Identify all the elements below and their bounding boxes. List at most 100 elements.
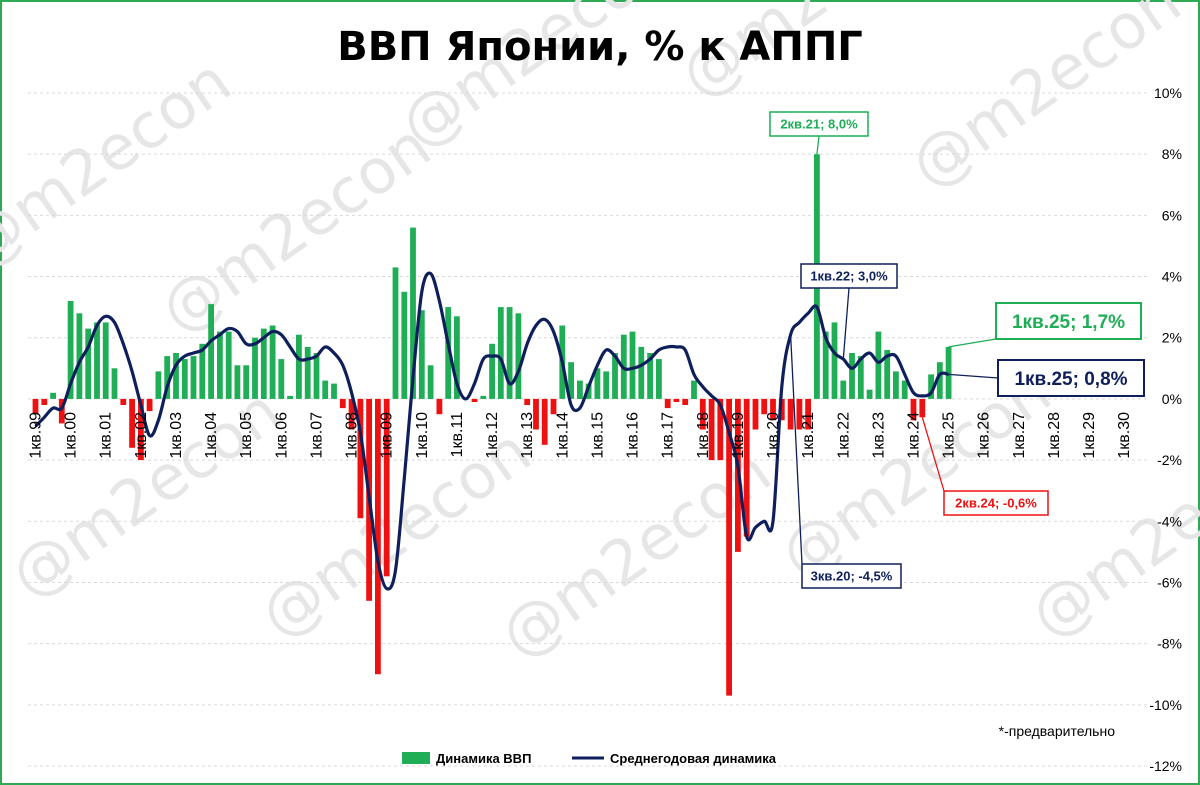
gdp-bar: [752, 398, 759, 430]
x-tick-label: 1кв.11: [449, 412, 466, 458]
x-tick-label: 1кв.10: [414, 412, 431, 459]
x-tick-label: 1кв.18: [695, 412, 712, 459]
gdp-bar: [541, 398, 548, 445]
x-tick-label: 1кв.02: [133, 412, 150, 459]
gdp-bar: [849, 353, 855, 399]
gdp-bar: [910, 398, 917, 421]
y-tick-label: -8%: [1157, 636, 1182, 652]
gdp-bar: [339, 398, 346, 409]
gdp-bar: [612, 353, 618, 399]
gdp-bar: [32, 398, 39, 415]
annotation-label: 2кв.21; 8,0%: [780, 117, 858, 132]
gdp-bar: [840, 380, 847, 399]
x-tick-label: 1кв.13: [519, 412, 536, 459]
gdp-bar: [691, 380, 697, 399]
annotation-box: [997, 359, 1145, 397]
watermark-text: @m2econ: [1017, 414, 1200, 652]
gdp-bar: [506, 307, 513, 399]
x-tick-label: 1кв.19: [730, 412, 747, 459]
x-tick-label: 1кв.15: [589, 412, 606, 459]
watermark-text: @m2econ: [147, 109, 444, 347]
gdp-bar: [866, 389, 873, 399]
gdp-bar: [436, 398, 443, 415]
gdp-bar: [252, 337, 258, 399]
gdp-bar: [603, 371, 610, 399]
x-tick-label: 1кв.21: [800, 412, 817, 459]
gdp-bar: [699, 398, 706, 430]
annotation-leader: [948, 373, 999, 379]
axis-layer: 10% 8% 6% 4% 2% 0% -2% -4% -6% -8% -10% -12% 1кв.99 1…: [28, 85, 1183, 774]
y-tick-label: -2%: [1157, 452, 1182, 468]
annotation-box: [995, 302, 1142, 340]
x-tick-label: 1кв.03: [168, 412, 185, 459]
gdp-bar: [181, 359, 188, 399]
annotation-leader: [816, 135, 820, 155]
x-tick-label: 1кв.30: [1116, 412, 1133, 459]
y-tick-label: -4%: [1157, 513, 1182, 529]
annotation-box: [769, 111, 869, 137]
x-tick-label: 1кв.09: [379, 412, 396, 459]
gdp-bar: [296, 334, 302, 399]
gdp-bar: [58, 398, 65, 424]
gdp-bar: [199, 343, 206, 399]
gdp-bar: [234, 365, 241, 399]
gdp-bar: [146, 398, 153, 412]
gdp-bar: [208, 304, 214, 399]
gdp-bar: [875, 331, 882, 399]
gdp-bar: [884, 350, 891, 399]
gdp-bar: [269, 325, 276, 399]
y-tick-label: 8%: [1162, 146, 1182, 162]
y-tick-label: -6%: [1157, 574, 1182, 590]
gdp-bar: [85, 328, 92, 399]
gdp-bar: [787, 398, 794, 430]
gdp-bar: [454, 316, 460, 399]
gdp-bar: [743, 398, 750, 537]
annotation-box: [943, 490, 1049, 516]
x-tick-label: 1кв.06: [273, 412, 290, 459]
gdp-bar: [111, 368, 118, 399]
watermark-text: @m2econ: [897, 0, 1194, 202]
gdp-bar: [383, 398, 390, 577]
y-tick-label: -12%: [1149, 758, 1182, 774]
x-tick-label: 1кв.12: [484, 412, 501, 459]
x-tick-label: 1кв.08: [344, 412, 361, 459]
avg-gdp-line: [34, 271, 949, 591]
gdp-bar: [857, 356, 864, 399]
x-tick-label: 1кв.25: [941, 412, 958, 459]
x-tick-label: 1кв.20: [765, 412, 782, 459]
gdp-bar: [664, 398, 671, 409]
annotation-box: [800, 263, 898, 289]
gdp-bar: [94, 322, 100, 399]
gdp-bar: [629, 331, 636, 399]
chart-title: ВВП Японии, % к АППГ: [337, 24, 863, 70]
annotation-label: 1кв.22; 3,0%: [810, 269, 888, 284]
gdp-bar: [805, 398, 811, 430]
legend-bars-swatch: [402, 752, 430, 764]
y-tick-label: 4%: [1162, 269, 1182, 285]
x-tick-label: 1кв.00: [63, 412, 80, 459]
x-tick-label: 1кв.99: [28, 412, 45, 459]
gdp-bar: [919, 398, 926, 418]
gdp-bar: [717, 398, 724, 461]
y-tick-label: -10%: [1149, 697, 1182, 713]
gdp-bar: [322, 380, 329, 399]
gdp-bar: [418, 310, 425, 399]
x-tick-label: 1кв.27: [1011, 412, 1028, 459]
gdp-bar: [375, 398, 381, 675]
preliminary-note: *-предварительно: [999, 723, 1116, 739]
x-tick-label: 1кв.07: [308, 412, 325, 459]
gdp-bar: [822, 331, 829, 399]
annotations-layer: 2кв.21; 8,0% 1кв.22; 3,0% 1кв.25; 1,7% 1кв.…: [769, 111, 1145, 589]
gdp-bar: [155, 371, 162, 399]
gdp-bar: [796, 398, 803, 430]
x-tick-label: 1кв.14: [554, 412, 571, 459]
gdp-bar: [401, 291, 408, 399]
gdp-bar: [50, 392, 56, 399]
x-tick-label: 1кв.26: [976, 412, 993, 459]
annotation-box: [801, 563, 902, 589]
y-tick-label: 2%: [1162, 330, 1182, 346]
gdp-bar: [638, 346, 645, 399]
gdp-bar: [550, 398, 557, 415]
gdp-bar: [304, 346, 311, 399]
annotation-label: 1кв.25; 1,7%: [1012, 312, 1125, 333]
